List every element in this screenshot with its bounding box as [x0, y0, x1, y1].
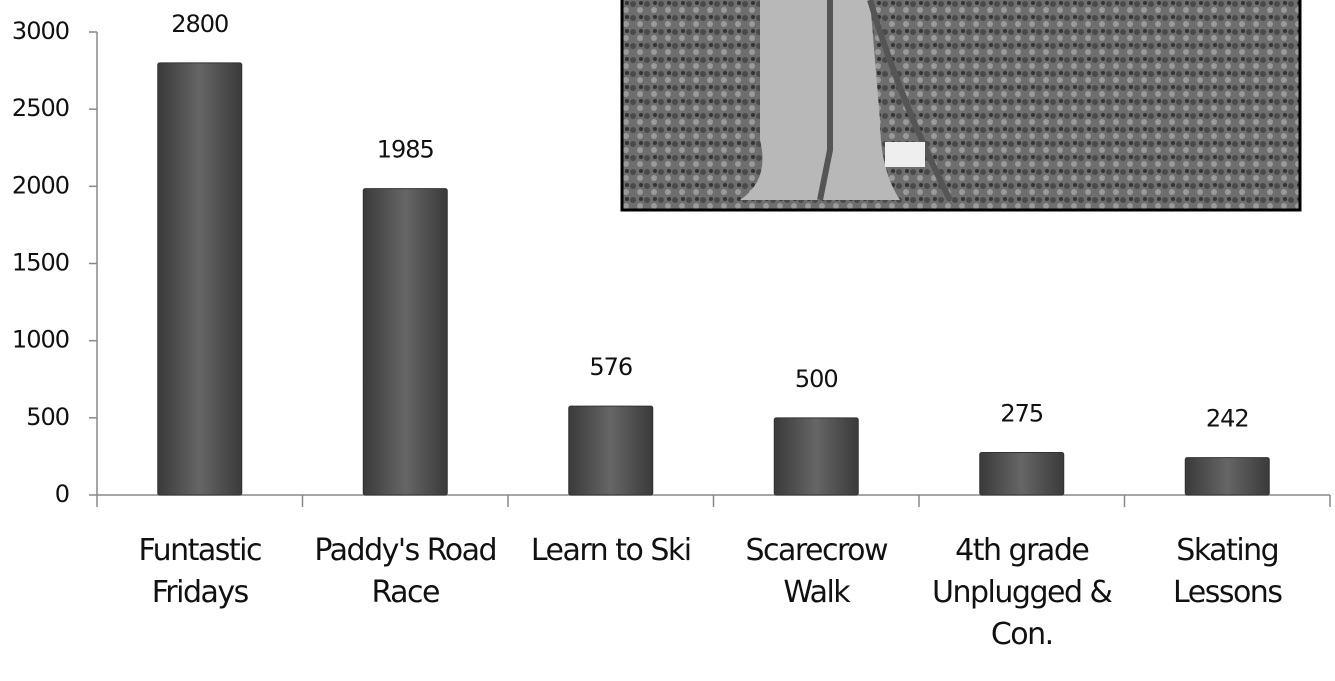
y-tick-label: 3000: [12, 17, 69, 45]
x-tick-label: 4th grade Unplugged & Con.: [919, 530, 1125, 656]
bar: [980, 453, 1064, 495]
x-tick-label: Paddy's Road Race: [303, 530, 509, 614]
y-tick-label: 500: [26, 403, 69, 431]
bar: [363, 189, 447, 495]
x-tick-label: Learn to Ski: [508, 530, 714, 572]
value-label: 500: [795, 365, 838, 393]
bar: [1185, 458, 1269, 495]
value-label: 275: [1000, 400, 1043, 428]
x-tick-label: Funtastic Fridays: [97, 530, 303, 614]
bar: [569, 406, 653, 495]
y-tick-label: 2500: [12, 94, 69, 122]
x-tick-label: Scarecrow Walk: [714, 530, 920, 614]
value-label: 576: [589, 353, 632, 381]
photo: [622, 0, 1300, 210]
y-tick-label: 0: [55, 480, 69, 508]
bar: [158, 63, 242, 495]
bar: [774, 418, 858, 495]
value-label: 1985: [377, 136, 434, 164]
y-tick-label: 2000: [12, 171, 69, 199]
y-tick-label: 1500: [12, 249, 69, 277]
x-tick-label: Skating Lessons: [1125, 530, 1331, 614]
value-label: 2800: [171, 10, 228, 38]
page: 0 500 1000 1500 2000 2500 3000 2800 1985 576 500 27…: [0, 0, 1335, 681]
value-label: 242: [1206, 405, 1249, 433]
y-tick-label: 1000: [12, 326, 69, 354]
